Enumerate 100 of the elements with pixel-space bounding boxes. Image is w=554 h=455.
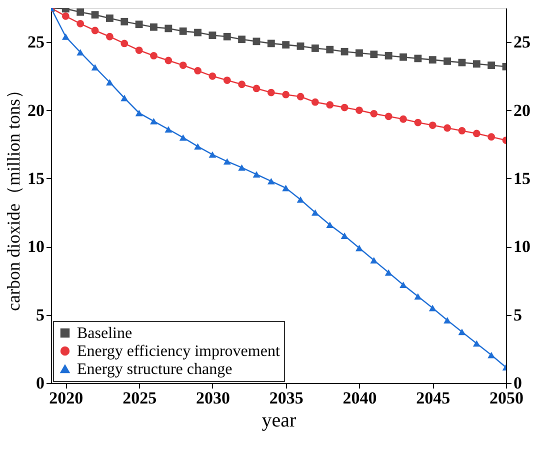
point: [208, 32, 216, 39]
point: [252, 171, 260, 178]
point: [296, 196, 304, 203]
y2-tick-label: 5: [514, 305, 522, 324]
x-tick-label: 2035: [269, 388, 304, 408]
point: [267, 178, 275, 184]
point: [150, 52, 158, 60]
point: [370, 50, 378, 58]
point: [444, 57, 451, 65]
x-tick-label: 2045: [416, 388, 450, 408]
point: [120, 94, 128, 102]
point: [488, 352, 496, 358]
point: [282, 41, 290, 49]
y-tick-label: 5: [36, 305, 44, 324]
point: [340, 48, 348, 56]
point: [414, 293, 422, 300]
point: [120, 18, 128, 26]
point: [311, 209, 319, 216]
point: [444, 124, 451, 132]
point: [282, 90, 290, 98]
y-tick-label: 10: [28, 237, 44, 256]
point: [252, 84, 260, 92]
point: [282, 184, 290, 192]
point: [106, 79, 114, 86]
y2-tick-label: 25: [514, 32, 530, 52]
point: [91, 11, 99, 19]
point: [106, 32, 114, 40]
point: [400, 282, 407, 288]
point: [135, 46, 143, 54]
point: [326, 101, 334, 109]
y-axis-title: carbon dioxide（million tons）: [4, 81, 24, 311]
point: [179, 27, 187, 35]
point: [326, 222, 334, 228]
point: [62, 12, 70, 20]
x-tick-label: 2040: [342, 388, 377, 408]
point: [370, 110, 378, 118]
point: [472, 130, 480, 138]
point: [458, 127, 466, 134]
point: [164, 126, 172, 133]
point: [76, 49, 84, 56]
point: [370, 257, 378, 264]
point: [194, 143, 202, 150]
point: [400, 115, 407, 123]
point: [488, 133, 496, 141]
point: [135, 20, 143, 28]
y-tick-label: 25: [28, 32, 44, 52]
point: [296, 92, 304, 100]
point: [135, 110, 143, 116]
point: [400, 53, 407, 61]
point: [267, 88, 275, 96]
point: [150, 118, 158, 124]
point: [267, 40, 275, 48]
y2-tick-label: 15: [514, 168, 530, 188]
point: [428, 122, 436, 129]
point: [414, 54, 422, 62]
point: [311, 44, 319, 52]
point: [150, 23, 158, 31]
point: [223, 32, 231, 40]
x-tick-label: 2025: [122, 388, 157, 408]
point: [458, 328, 466, 336]
point: [223, 76, 231, 84]
point: [384, 112, 392, 120]
point: [384, 269, 392, 276]
point: [472, 340, 480, 347]
point: [428, 304, 436, 312]
point: [238, 164, 246, 171]
point: [208, 72, 216, 80]
y-tick-label: 20: [28, 100, 44, 120]
point: [458, 58, 466, 66]
point: [120, 40, 128, 48]
legend-label: Energy structure change: [77, 361, 232, 378]
point: [238, 80, 246, 88]
point: [179, 134, 187, 141]
point: [91, 26, 99, 34]
x-tick-label: 2030: [196, 388, 230, 408]
y-tick-label: 15: [28, 168, 44, 188]
point: [356, 244, 363, 252]
y2-tick-label: 10: [514, 237, 530, 256]
point: [340, 104, 348, 112]
point: [414, 118, 422, 126]
point: [238, 36, 246, 44]
legend-label: Energy efficiency improvement: [77, 343, 280, 360]
legend-label: Baseline: [77, 325, 132, 342]
point: [76, 8, 84, 16]
x-tick-label: 2020: [49, 388, 84, 408]
point: [252, 38, 260, 46]
y2-tick-label: 20: [514, 100, 530, 120]
point: [179, 62, 187, 69]
point: [194, 67, 202, 74]
point: [91, 64, 99, 71]
point: [62, 33, 70, 40]
point: [428, 56, 436, 64]
point: [194, 28, 202, 36]
point: [488, 62, 496, 69]
point: [106, 14, 114, 22]
point: [326, 46, 334, 54]
x-axis-title: year: [262, 410, 297, 432]
point: [296, 42, 304, 50]
point: [76, 20, 84, 28]
y-tick-label: 0: [36, 374, 44, 392]
